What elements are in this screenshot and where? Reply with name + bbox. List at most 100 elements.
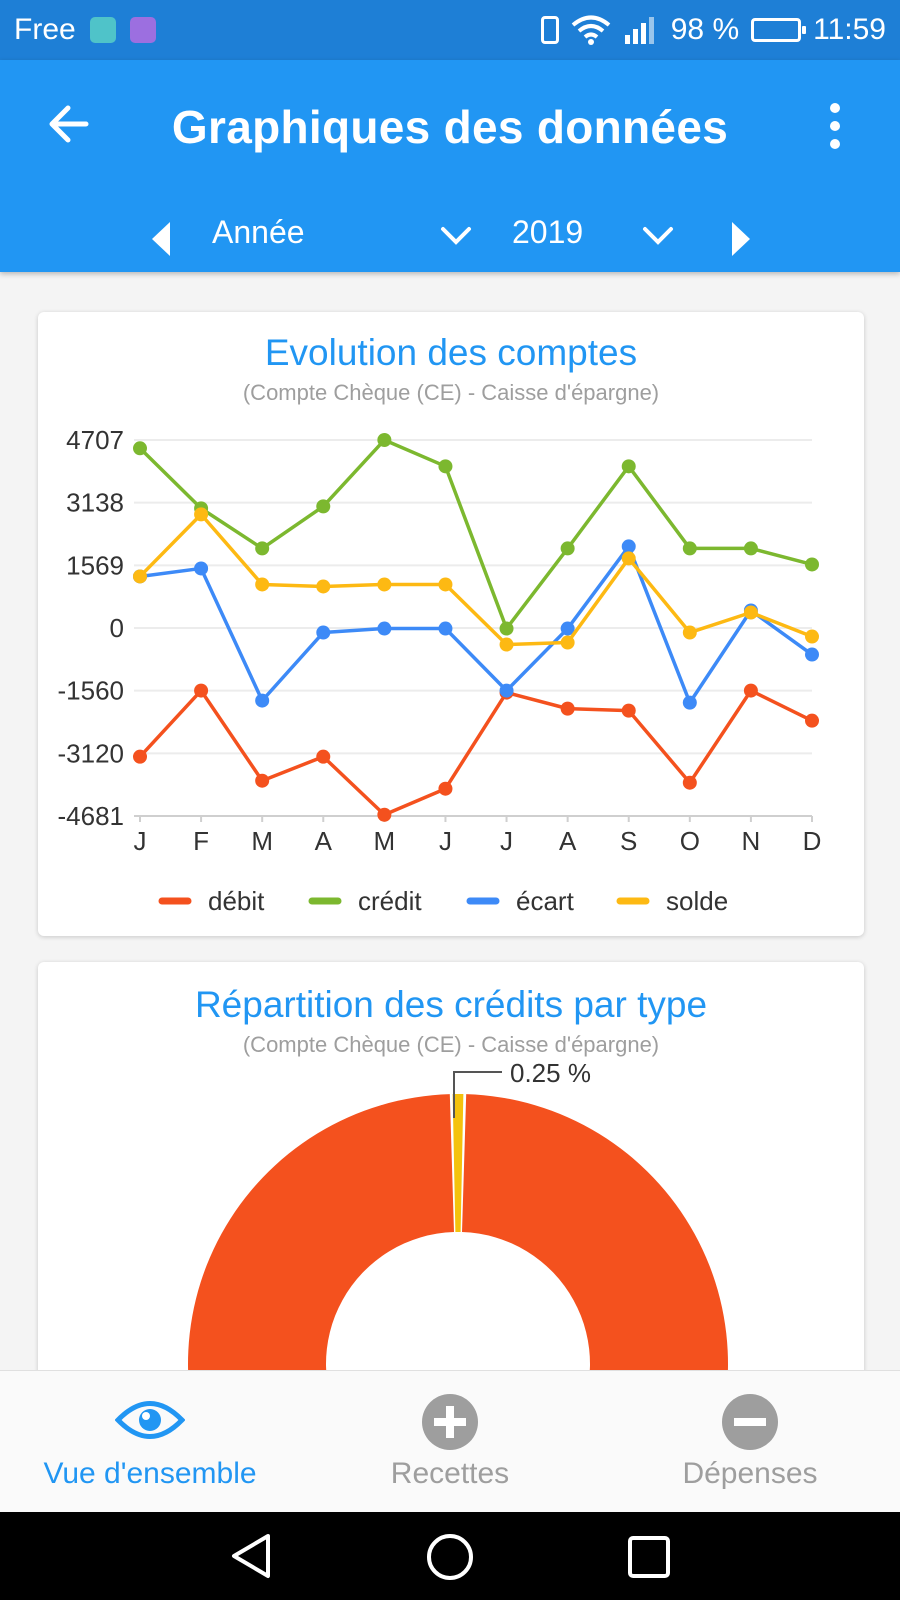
carrier-name: Free [14,13,76,46]
data-point-débit [438,781,453,796]
data-point-crédit [682,541,697,556]
data-point-écart [499,683,514,698]
data-point-débit [560,701,575,716]
chevron-down-icon[interactable] [642,226,674,246]
back-button[interactable] [40,94,100,154]
back-triangle-icon[interactable] [228,1532,274,1580]
system-navigation-bar [0,1512,900,1600]
x-tick-label: D [803,826,822,856]
data-point-débit [377,807,392,822]
app-notification-icon [129,17,156,43]
slice-label-leader [453,1071,502,1118]
data-point-crédit [133,441,147,456]
x-tick-label: J [500,826,513,856]
y-tick-label: -1560 [58,676,125,706]
wifi-icon [571,15,611,45]
x-tick-label: A [315,826,333,856]
data-point-crédit [316,499,331,514]
line-chart: 4707 3138 1569 0 -1560 -3120 -4681 J F M A M J J A S O N D… [58,425,822,916]
x-tick-label: M [251,826,273,856]
previous-period-button[interactable] [148,220,172,258]
repartition-chart-card: Répartition des crédits par type (Compte… [38,962,864,1402]
data-point-crédit [255,541,270,556]
battery-percent: 98 % [670,13,740,46]
nav-item-recettes[interactable]: Recettes [300,1371,600,1513]
data-point-solde [133,569,147,584]
legend-label: écart [516,886,575,916]
x-tick-label: O [680,826,700,856]
data-point-écart [194,561,209,576]
series-line-écart [139,544,814,705]
legend-label: débit [208,886,265,916]
data-point-solde [438,577,453,592]
year-dropdown[interactable]: 2019 [512,214,584,250]
nav-label: Recettes [390,1457,510,1490]
x-tick-label: J [439,826,452,856]
signal-icon [624,17,654,44]
x-tick-label: A [559,826,577,856]
overflow-menu-button[interactable] [820,98,850,154]
android-notification-icon [89,17,116,43]
data-point-débit [316,749,331,764]
evolution-chart-card: Evolution des comptes (Compte Chèque (CE… [38,312,864,936]
x-tick-label: J [134,826,147,856]
series-line-solde [138,512,813,647]
y-tick-label: -3120 [58,738,125,768]
data-point-débit [194,683,209,698]
y-tick-label: 3138 [66,488,124,518]
period-selector: Année 2019 [0,210,900,270]
app-bar: Graphiques des données Année 2019 [0,60,900,272]
nav-item-overview[interactable]: Vue d'ensemble [0,1371,300,1513]
slice-label: 0.25 % [510,1058,591,1088]
legend-label: crédit [358,886,422,916]
data-point-crédit [743,541,758,556]
home-circle-icon[interactable] [425,1532,475,1582]
nav-label: Vue d'ensemble [43,1457,257,1490]
data-point-crédit [499,621,514,636]
y-tick-label: 4707 [66,425,124,455]
clock: 11:59 [813,13,886,46]
y-tick-label: 0 [110,613,124,643]
data-point-débit [255,773,270,788]
data-point-débit [621,703,636,718]
bottom-navigation: Vue d'ensemble Recettes Dépenses [0,1370,900,1513]
nav-item-depenses[interactable]: Dépenses [600,1371,900,1513]
x-tick-label: S [620,826,637,856]
data-point-solde [316,579,331,594]
data-point-solde [682,625,697,640]
donut-slice-small [452,1094,464,1233]
data-point-solde [194,507,209,522]
card-subtitle: (Compte Chèque (CE) - Caisse d'épargne) [242,380,660,405]
vibrate-icon [540,16,559,44]
battery-icon [751,18,807,42]
legend-label: solde [666,886,728,916]
card-title: Evolution des comptes [264,332,638,373]
nav-label: Dépenses [682,1457,818,1490]
data-point-solde [255,577,270,592]
data-point-crédit [438,459,453,474]
arrow-left-icon [49,105,89,143]
recents-square-icon[interactable] [626,1534,672,1580]
data-point-crédit [560,541,575,556]
chevron-down-icon[interactable] [440,226,472,246]
data-point-solde [621,551,636,566]
next-period-button[interactable] [730,220,754,258]
series-line-débit [138,688,813,817]
data-point-débit [805,713,819,728]
data-point-crédit [621,459,636,474]
y-tick-label: -4681 [58,801,125,831]
data-point-solde [560,635,575,650]
data-point-écart [560,621,575,636]
data-point-écart [438,621,453,636]
data-point-écart [682,695,697,710]
data-point-écart [377,621,392,636]
donut-chart: 0.25 % [188,1058,728,1402]
period-type-dropdown[interactable]: Année [212,214,305,250]
data-point-écart [621,539,636,554]
x-tick-label: F [193,826,209,856]
y-tick-label: 1569 [66,550,124,580]
series-line-crédit [138,438,813,631]
card-subtitle: (Compte Chèque (CE) - Caisse d'épargne) [242,1032,660,1057]
card-title: Répartition des crédits par type [194,984,708,1025]
data-point-crédit [377,433,392,447]
